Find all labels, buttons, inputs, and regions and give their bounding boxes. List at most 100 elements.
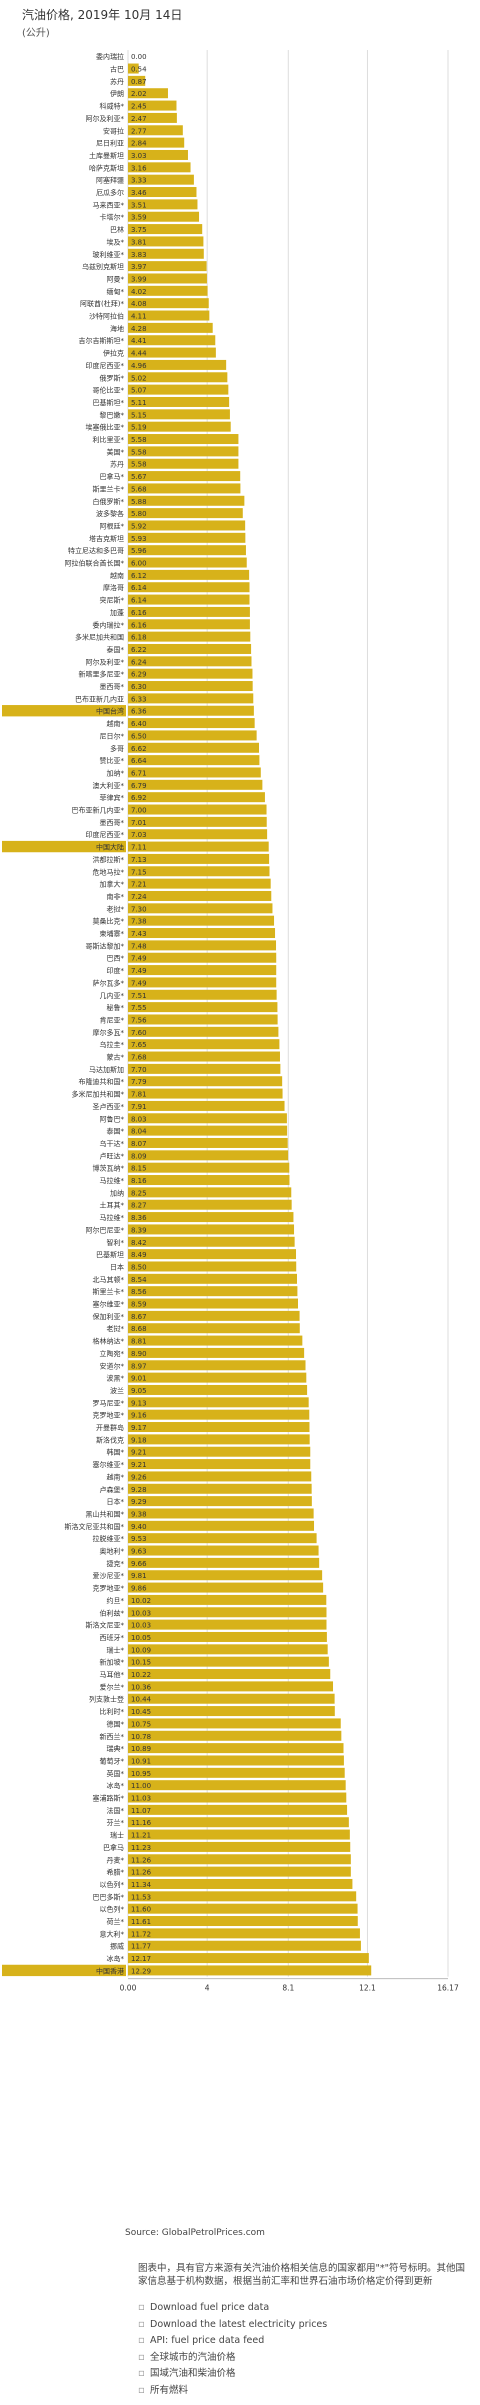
bar bbox=[128, 1175, 290, 1186]
category-label: 新加坡* bbox=[100, 1658, 125, 1667]
value-label: 5.58 bbox=[131, 448, 147, 456]
bar bbox=[128, 1273, 298, 1284]
bar bbox=[128, 1002, 278, 1013]
page-subtitle: (公升) bbox=[22, 28, 50, 39]
bar bbox=[128, 915, 275, 926]
value-label: 7.13 bbox=[131, 856, 147, 864]
category-label: 新喀里多尼亚* bbox=[79, 670, 125, 679]
link-fuel-price-data[interactable]: Download fuel price data bbox=[138, 2300, 327, 2317]
category-label: 柬埔寨* bbox=[100, 929, 125, 938]
value-label: 2.02 bbox=[131, 90, 147, 98]
bar bbox=[128, 273, 207, 284]
category-label: 泰国* bbox=[107, 1127, 125, 1136]
bar bbox=[128, 1298, 298, 1309]
category-label: 卢森堡* bbox=[100, 1485, 125, 1494]
bar bbox=[128, 1137, 288, 1148]
category-label: 加纳* bbox=[107, 768, 125, 777]
category-label: 冰岛* bbox=[107, 1781, 125, 1790]
category-label: 伊拉克 bbox=[103, 349, 124, 358]
bar bbox=[128, 211, 200, 222]
category-label: 安哥拉 bbox=[103, 126, 124, 135]
bar bbox=[128, 1829, 350, 1840]
value-label: 5.02 bbox=[131, 374, 147, 382]
bar bbox=[128, 1718, 341, 1729]
value-label: 3.97 bbox=[131, 263, 147, 271]
category-label: 多米尼加共和国 bbox=[75, 633, 124, 642]
bar bbox=[128, 1125, 288, 1136]
bar bbox=[128, 1533, 317, 1544]
value-label: 4.11 bbox=[131, 313, 147, 321]
category-label: 古巴 bbox=[110, 65, 124, 74]
bar bbox=[128, 1026, 279, 1037]
category-label: 日本 bbox=[110, 1262, 124, 1271]
bar bbox=[128, 1434, 310, 1445]
value-label: 11.26 bbox=[131, 1856, 152, 1864]
bar bbox=[128, 532, 246, 543]
category-label: 巴拿马 bbox=[103, 1843, 124, 1852]
bar bbox=[128, 1088, 283, 1099]
link-api-feed[interactable]: API: fuel price data feed bbox=[138, 2333, 327, 2350]
value-label: 9.53 bbox=[131, 1535, 147, 1543]
value-label: 3.75 bbox=[131, 226, 147, 234]
bar bbox=[128, 1706, 335, 1717]
link-regional-prices[interactable]: 国域汽油和柴油价格 bbox=[138, 2366, 327, 2383]
value-label: 9.21 bbox=[131, 1449, 147, 1457]
value-label: 5.68 bbox=[131, 485, 147, 493]
category-label: 塞尔维亚* bbox=[93, 1300, 125, 1309]
value-label: 8.09 bbox=[131, 1152, 147, 1160]
bar bbox=[128, 434, 239, 445]
bar bbox=[128, 100, 177, 111]
bar bbox=[128, 495, 245, 506]
bar bbox=[128, 298, 209, 309]
category-label: 以色列* bbox=[100, 1880, 125, 1889]
bar bbox=[128, 1557, 320, 1568]
bar bbox=[128, 310, 210, 321]
bar bbox=[128, 162, 191, 173]
value-label: 3.03 bbox=[131, 152, 147, 160]
value-label: 6.16 bbox=[131, 609, 147, 617]
bar bbox=[128, 767, 261, 778]
value-label: 10.44 bbox=[131, 1696, 152, 1704]
bar bbox=[128, 174, 194, 185]
value-label: 10.95 bbox=[131, 1770, 151, 1778]
value-label: 8.36 bbox=[131, 1214, 147, 1222]
bar bbox=[128, 187, 197, 198]
bar bbox=[128, 681, 253, 692]
value-label: 11.60 bbox=[131, 1906, 151, 1914]
category-label: 法国* bbox=[107, 1806, 125, 1815]
value-label: 6.14 bbox=[131, 597, 147, 605]
bar bbox=[128, 1113, 287, 1124]
category-label: 印度尼西亚* bbox=[86, 361, 125, 370]
bar bbox=[128, 829, 268, 840]
value-label: 0.87 bbox=[131, 78, 147, 86]
category-label: 格林纳达* bbox=[93, 1337, 125, 1346]
x-tick-label: 4 bbox=[205, 1984, 210, 1993]
value-label: 9.29 bbox=[131, 1498, 147, 1506]
category-label: 洪都拉斯* bbox=[93, 855, 125, 864]
value-label: 5.19 bbox=[131, 424, 147, 432]
value-label: 9.18 bbox=[131, 1436, 147, 1444]
bar bbox=[128, 1459, 311, 1470]
bar bbox=[128, 1100, 285, 1111]
bar bbox=[128, 1310, 300, 1321]
category-label: 中国香港 bbox=[96, 1966, 124, 1975]
category-label: 阿鲁巴* bbox=[100, 1114, 125, 1123]
category-label: 摩尔多瓦* bbox=[93, 1028, 125, 1037]
value-label: 6.22 bbox=[131, 646, 147, 654]
link-all-fuels[interactable]: 所有燃料 bbox=[138, 2383, 327, 2400]
value-label: 6.62 bbox=[131, 745, 147, 753]
link-city-gas-prices[interactable]: 全球城市的汽油价格 bbox=[138, 2350, 327, 2367]
category-label: 巴布亚新几内亚* bbox=[72, 806, 125, 815]
value-label: 10.91 bbox=[131, 1757, 151, 1765]
bar bbox=[128, 1755, 344, 1766]
value-label: 3.59 bbox=[131, 214, 147, 222]
category-label: 开曼群岛 bbox=[96, 1423, 124, 1432]
category-label: 墨西哥* bbox=[100, 819, 125, 827]
bar bbox=[128, 335, 216, 346]
bar bbox=[128, 557, 247, 568]
value-label: 3.81 bbox=[131, 238, 147, 246]
category-label: 危地马拉* bbox=[93, 867, 125, 876]
x-tick-label: 8.1 bbox=[282, 1984, 294, 1993]
link-electricity-prices[interactable]: Download the latest electricity prices bbox=[138, 2317, 327, 2334]
value-label: 9.38 bbox=[131, 1510, 147, 1518]
